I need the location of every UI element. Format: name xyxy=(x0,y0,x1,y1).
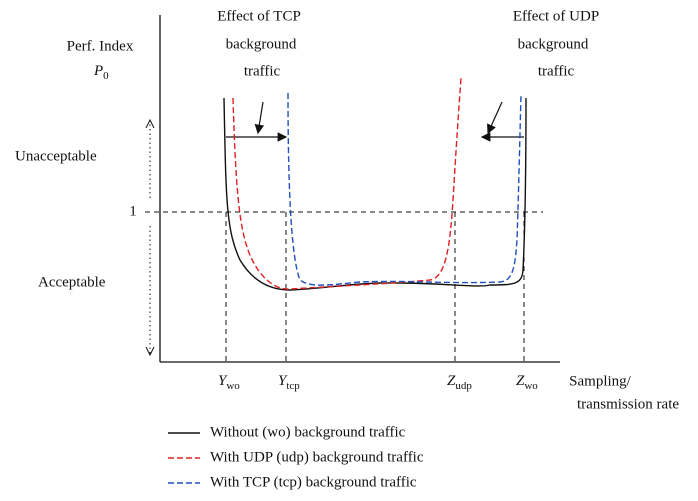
axes xyxy=(159,15,560,363)
x-title: transmission rate xyxy=(577,396,679,412)
legend-entry: Without (wo) background traffic xyxy=(210,424,406,440)
curves xyxy=(223,77,527,291)
guides xyxy=(145,211,543,362)
y-title: Perf. Index xyxy=(67,38,134,54)
threshold-label: 1 xyxy=(129,203,137,219)
y-symbol: P0 xyxy=(93,63,109,81)
tcp-label: background xyxy=(226,36,297,52)
udp-label: traffic xyxy=(538,63,575,79)
acceptable-label: Acceptable xyxy=(38,274,106,290)
curve-udp xyxy=(232,77,462,290)
x-mark: Ytcp xyxy=(278,373,300,391)
tcp-label: Effect of TCP xyxy=(217,8,301,24)
tcp-label: traffic xyxy=(244,63,281,79)
legend-entry: With UDP (udp) background traffic xyxy=(210,449,424,465)
labels: Effect of TCP background traffic Effect … xyxy=(67,8,680,412)
x-mark: Zwo xyxy=(516,373,538,391)
legend: Without (wo) background traffic With UDP… xyxy=(168,424,424,490)
udp-label: background xyxy=(518,36,589,52)
legend-entry: With TCP (tcp) background traffic xyxy=(210,474,417,490)
x-mark: Zudp xyxy=(447,373,472,391)
unacceptable-label: Unacceptable xyxy=(15,148,97,164)
curve-wo xyxy=(223,97,527,291)
curve-tcp xyxy=(287,92,522,286)
x-marks: Ywo Ytcp Zudp Zwo xyxy=(218,373,538,391)
x-mark: Ywo xyxy=(218,373,240,391)
x-title: Sampling/ xyxy=(569,373,632,389)
effect-arrows xyxy=(226,101,524,142)
udp-label: Effect of UDP xyxy=(513,8,599,24)
